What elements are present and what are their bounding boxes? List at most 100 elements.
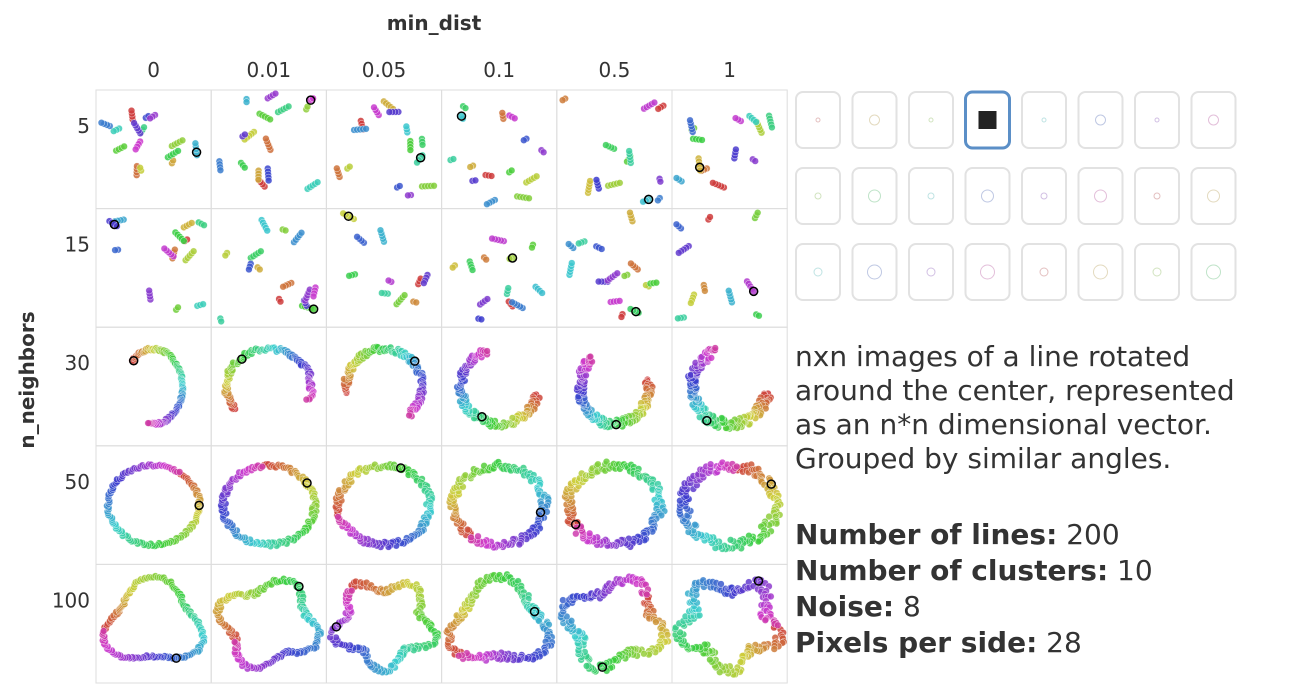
thumbnail[interactable] xyxy=(1079,244,1123,300)
dot xyxy=(371,104,378,111)
thumbnail-frame xyxy=(853,168,897,224)
scatter xyxy=(562,458,668,550)
dot xyxy=(449,264,456,271)
dot xyxy=(145,420,152,427)
dot xyxy=(241,131,248,138)
thumbnail[interactable] xyxy=(1079,168,1123,224)
thumbnail[interactable] xyxy=(853,92,897,148)
dot xyxy=(692,521,699,528)
dot xyxy=(762,617,769,624)
dot xyxy=(511,115,518,122)
scatter xyxy=(341,343,428,419)
thumbnail[interactable] xyxy=(1022,168,1066,224)
thumbnail[interactable] xyxy=(909,244,953,300)
stat: Number of lines: 200 xyxy=(795,517,1153,553)
dot xyxy=(756,312,763,319)
dot xyxy=(509,299,516,306)
dot xyxy=(272,90,279,97)
dot xyxy=(651,99,658,106)
thumbnail[interactable] xyxy=(909,92,953,148)
row-label: 5 xyxy=(77,114,90,138)
dot xyxy=(132,146,139,153)
dot xyxy=(464,526,471,533)
dot xyxy=(575,240,582,247)
dot xyxy=(262,135,269,142)
thumbnail[interactable] xyxy=(1022,244,1066,300)
thumbnail[interactable] xyxy=(1022,92,1066,148)
dot xyxy=(725,287,732,294)
dot xyxy=(200,301,207,308)
dot xyxy=(190,248,197,255)
thumbnail[interactable] xyxy=(1192,92,1236,148)
dot xyxy=(520,137,527,144)
thumbnail-frame xyxy=(1192,92,1236,148)
dot xyxy=(627,260,634,267)
thumbnail[interactable] xyxy=(966,244,1010,300)
row-label: 50 xyxy=(65,470,90,494)
scatter xyxy=(216,90,321,192)
dot xyxy=(218,318,225,325)
thumbnail-frame xyxy=(1022,244,1066,300)
thumbnail[interactable] xyxy=(909,168,953,224)
scatter xyxy=(672,576,787,678)
stat-value: 200 xyxy=(1066,518,1119,551)
dot xyxy=(396,183,403,190)
thumbnail[interactable] xyxy=(1135,244,1179,300)
dot xyxy=(508,167,515,174)
scatter xyxy=(332,461,435,551)
thumbnail-frame xyxy=(1192,168,1236,224)
dot xyxy=(653,279,660,286)
dot xyxy=(255,176,262,183)
dot xyxy=(472,177,479,184)
dot xyxy=(675,249,682,256)
scatter xyxy=(446,459,551,551)
dot xyxy=(147,115,154,122)
dot xyxy=(587,353,594,360)
dot xyxy=(484,296,491,303)
thumbnail[interactable] xyxy=(1079,92,1123,148)
dot xyxy=(709,179,716,186)
description-line: as an n*n dimensional vector. xyxy=(795,408,1235,442)
dot xyxy=(484,201,491,208)
thumbnail-frame xyxy=(909,168,953,224)
dot xyxy=(654,197,661,204)
dot xyxy=(732,146,739,153)
dot xyxy=(280,283,287,290)
dot xyxy=(277,298,284,305)
column-label: 0.1 xyxy=(483,58,515,82)
dot xyxy=(265,177,272,184)
thumbnail[interactable] xyxy=(1135,92,1179,148)
thumbnail[interactable] xyxy=(853,244,897,300)
dot xyxy=(176,469,183,476)
thumbnail[interactable] xyxy=(796,168,840,224)
thumbnail[interactable] xyxy=(796,244,840,300)
dot xyxy=(568,260,575,267)
row-label: 30 xyxy=(65,351,90,375)
dot xyxy=(179,137,186,144)
dot xyxy=(314,179,321,186)
thumbnail[interactable] xyxy=(1135,168,1179,224)
dot xyxy=(333,165,340,172)
dot xyxy=(420,280,427,287)
dot xyxy=(217,167,224,174)
thumbnail[interactable] xyxy=(853,168,897,224)
cell xyxy=(326,90,441,209)
thumbnail[interactable] xyxy=(1192,244,1236,300)
dot xyxy=(565,241,572,248)
dot xyxy=(346,163,353,170)
thumbnail[interactable] xyxy=(1192,168,1236,224)
y-axis-title: n_neighbors xyxy=(15,311,39,448)
dot xyxy=(386,109,393,116)
thumbnail[interactable] xyxy=(966,92,1010,148)
dot xyxy=(285,103,292,110)
scatter xyxy=(454,347,543,431)
dot xyxy=(675,315,682,322)
dot xyxy=(282,227,289,234)
dot xyxy=(699,137,706,144)
thumbnail[interactable] xyxy=(796,92,840,148)
dot xyxy=(267,116,274,123)
dot xyxy=(257,248,264,255)
dot xyxy=(687,300,694,307)
thumbnail-frame xyxy=(796,168,840,224)
thumbnail[interactable] xyxy=(966,168,1010,224)
